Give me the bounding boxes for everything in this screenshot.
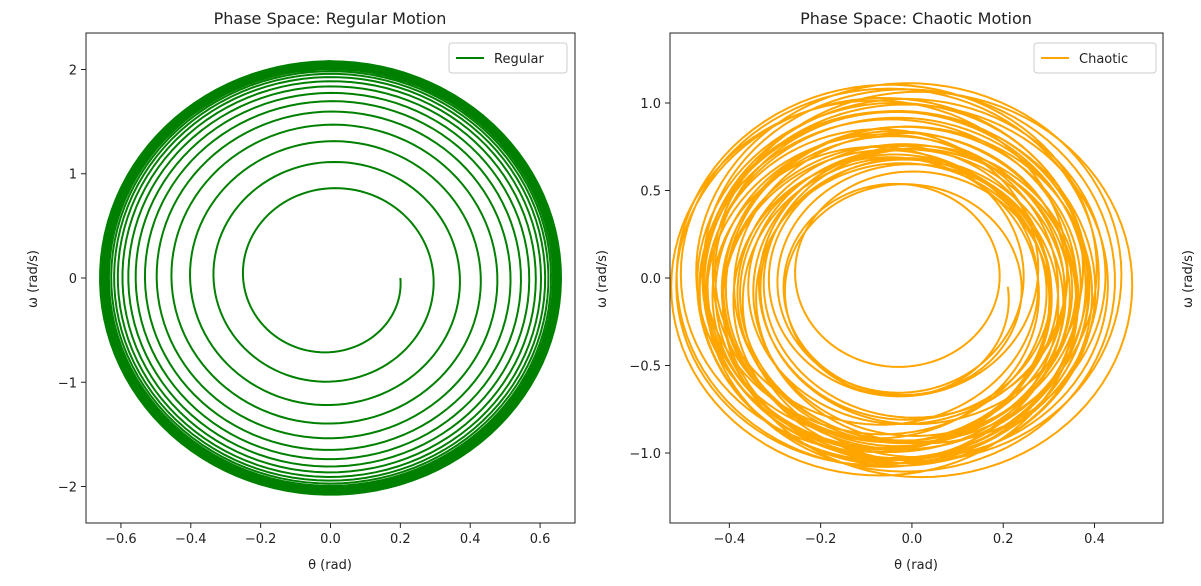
series-line-regular <box>99 60 562 496</box>
y-tick-label: −1.0 <box>629 447 661 462</box>
legend-label: Regular <box>494 52 545 67</box>
plot-area <box>670 82 1134 479</box>
series-line-chaotic <box>670 82 1134 479</box>
y-axis-title: ω (rad/s) <box>26 250 41 308</box>
x-tick-label: −0.4 <box>175 532 207 547</box>
x-axis-ticks: −0.6 −0.4 −0.2 0.0 0.2 0.4 0.6 <box>105 523 550 547</box>
x-tick-label: 0.0 <box>320 532 341 547</box>
legend-box <box>448 42 568 74</box>
y-tick-label: −1 <box>58 376 77 391</box>
x-axis-title: θ (rad) <box>308 558 352 573</box>
legend-label: Chaotic <box>1079 52 1128 67</box>
x-axis-title: θ (rad) <box>894 558 938 573</box>
x-tick-label: 0.0 <box>902 532 923 547</box>
chaotic-motion-panel: Phase Space: Chaotic Motion −0.4 −0.2 0.0 0… <box>595 9 1164 573</box>
y-tick-label: 0 <box>69 272 77 287</box>
legend-box <box>1033 42 1157 74</box>
x-tick-label: 0.2 <box>390 532 411 547</box>
y-tick-label: 1 <box>69 168 77 183</box>
y-tick-label: 1.0 <box>640 97 661 112</box>
y-axis-title: ω (rad/s) <box>1181 250 1196 308</box>
y-tick-label: −0.5 <box>629 360 661 375</box>
legend: Chaotic <box>1033 42 1157 74</box>
cropped-panel: ω (rad/s) <box>1181 250 1196 308</box>
x-tick-label: 0.4 <box>1084 532 1105 547</box>
chart-title: Phase Space: Chaotic Motion <box>800 9 1032 28</box>
x-tick-label: −0.2 <box>805 532 837 547</box>
x-tick-label: −0.2 <box>245 532 277 547</box>
chart-title: Phase Space: Regular Motion <box>214 9 447 28</box>
plot-area <box>99 60 562 496</box>
x-tick-label: 0.2 <box>993 532 1014 547</box>
x-tick-label: 0.4 <box>460 532 481 547</box>
y-tick-label: −2 <box>58 481 77 496</box>
y-axis-ticks: −1.0 −0.5 0.0 0.5 1.0 <box>629 97 670 462</box>
x-axis-ticks: −0.4 −0.2 0.0 0.2 0.4 <box>714 523 1105 547</box>
x-tick-label: −0.6 <box>105 532 137 547</box>
x-tick-label: 0.6 <box>530 532 551 547</box>
y-axis-ticks: −2 −1 0 1 2 <box>58 63 86 496</box>
y-tick-label: 2 <box>69 63 77 78</box>
y-axis-title: ω (rad/s) <box>595 250 610 308</box>
x-tick-label: −0.4 <box>714 532 746 547</box>
y-tick-label: 0.5 <box>640 185 661 200</box>
regular-motion-panel: Phase Space: Regular Motion −0.6 −0.4 −0.2… <box>26 9 576 573</box>
legend: Regular <box>448 42 568 74</box>
y-tick-label: 0.0 <box>640 272 661 287</box>
